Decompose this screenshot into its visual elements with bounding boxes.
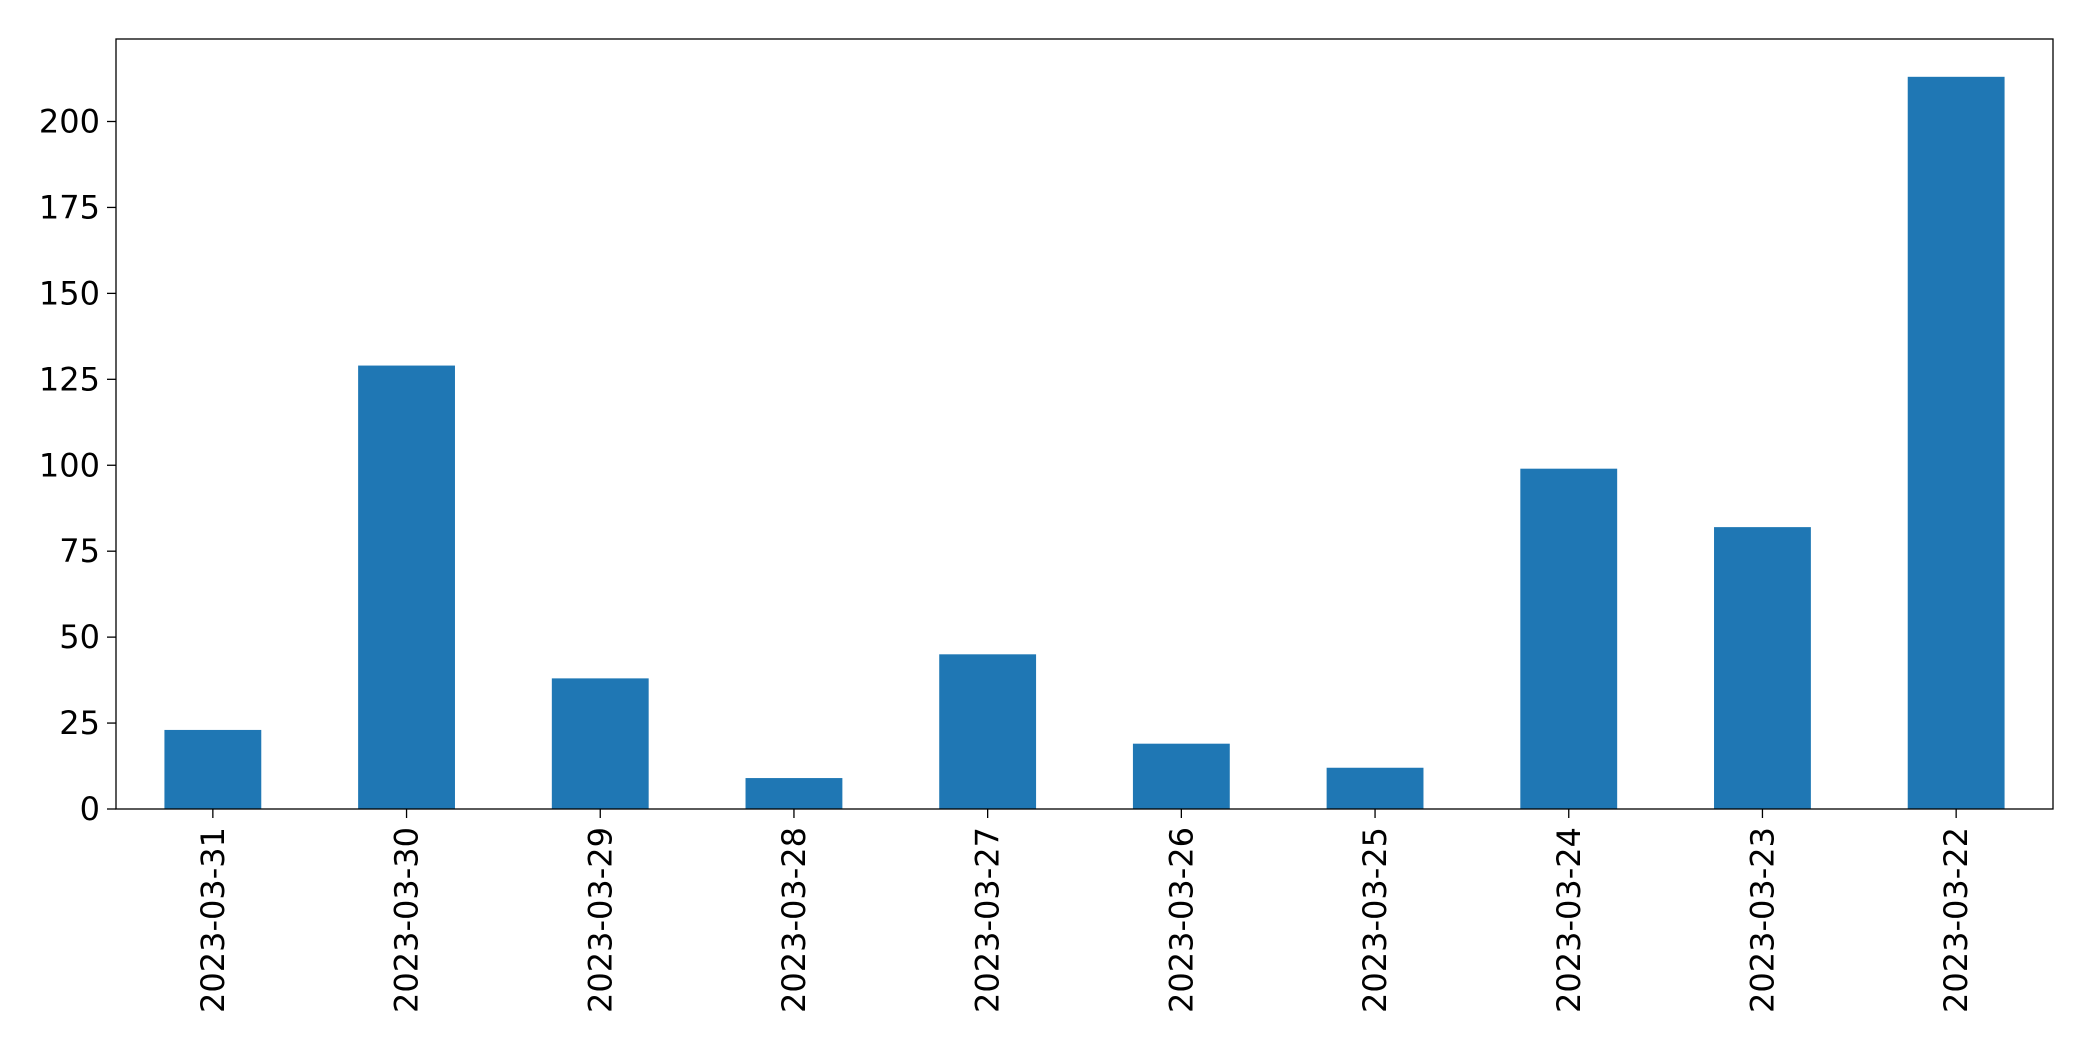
bar bbox=[939, 654, 1037, 809]
bar bbox=[358, 365, 455, 809]
y-tick-label: 125 bbox=[39, 360, 100, 398]
x-tick-label: 2023-03-25 bbox=[1356, 827, 1394, 1013]
x-tick-label: 2023-03-30 bbox=[388, 827, 426, 1013]
x-tick-label: 2023-03-26 bbox=[1162, 827, 1200, 1013]
y-tick-label: 150 bbox=[39, 274, 100, 312]
x-tick-label: 2023-03-22 bbox=[1937, 827, 1975, 1013]
y-tick-label: 100 bbox=[39, 446, 100, 484]
bar bbox=[745, 778, 843, 809]
bar bbox=[551, 678, 649, 809]
x-tick-label: 2023-03-29 bbox=[581, 827, 619, 1013]
y-tick-label: 50 bbox=[59, 618, 100, 656]
bar bbox=[1132, 743, 1230, 809]
x-tick-label: 2023-03-27 bbox=[969, 827, 1007, 1013]
plot-frame bbox=[115, 38, 2054, 810]
y-tick-label: 175 bbox=[39, 188, 100, 226]
y-tick-label: 200 bbox=[39, 103, 100, 141]
x-tick-label: 2023-03-23 bbox=[1743, 827, 1781, 1013]
bar bbox=[1326, 767, 1424, 809]
y-tick-label: 0 bbox=[80, 790, 100, 828]
x-tick-label: 2023-03-24 bbox=[1550, 827, 1588, 1013]
bar bbox=[1907, 76, 2005, 809]
y-tick-label: 75 bbox=[59, 532, 100, 570]
bar bbox=[164, 729, 262, 809]
bar bbox=[1520, 468, 1618, 809]
y-tick-label: 25 bbox=[59, 704, 100, 742]
x-tick-label: 2023-03-28 bbox=[775, 827, 813, 1013]
bar bbox=[1714, 527, 1811, 809]
x-tick-label: 2023-03-31 bbox=[194, 827, 232, 1013]
